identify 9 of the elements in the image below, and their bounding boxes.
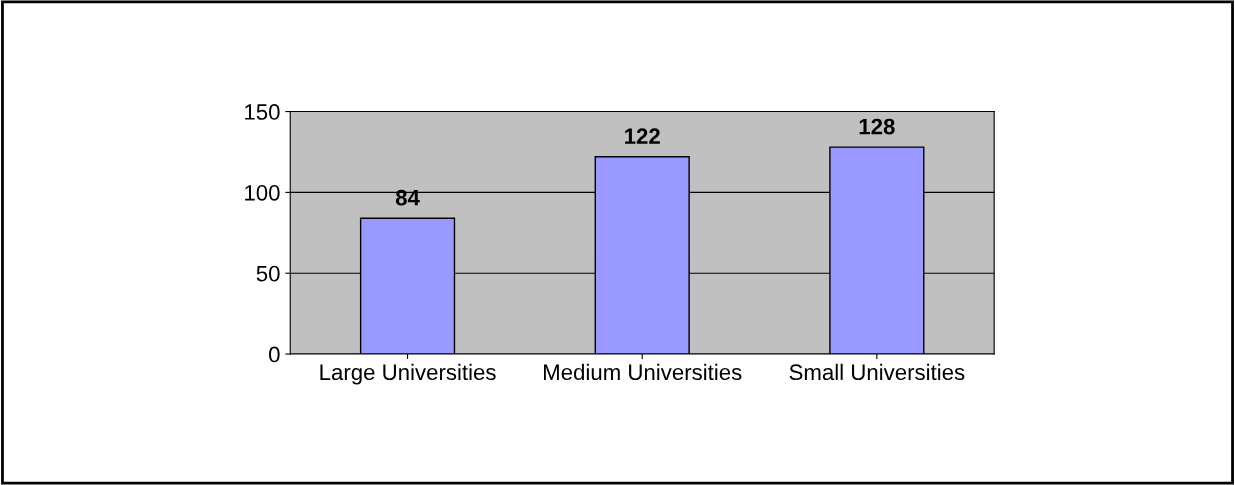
y-tick-label: 150	[245, 104, 280, 120]
x-tick-label: Small Universities	[789, 363, 965, 381]
data-label: 128	[859, 118, 895, 135]
y-tick-label: 0	[269, 346, 280, 363]
y-tick-label: 100	[245, 184, 280, 201]
y-tick-label: 50	[256, 265, 280, 282]
x-tick-label: Medium Universities	[544, 363, 742, 381]
data-label: 122	[625, 128, 660, 144]
x-tick-label: Large Universities	[320, 363, 496, 385]
